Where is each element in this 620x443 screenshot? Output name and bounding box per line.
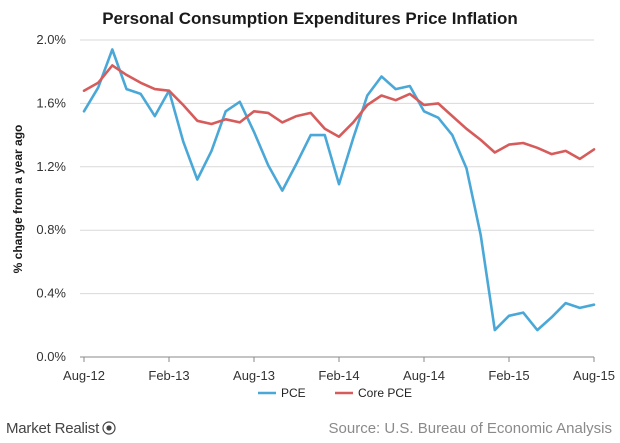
brand-logo: Market Realist <box>6 420 116 437</box>
x-tick-label: Feb-13 <box>148 368 189 383</box>
series-layer <box>82 48 596 332</box>
grid <box>80 39 594 358</box>
x-tick-label: Aug-13 <box>233 368 275 383</box>
x-tick-label: Aug-14 <box>403 368 445 383</box>
x-axis: Aug-12 Feb-13 Aug-13 Feb-14 Aug-14 Feb-15 Aug-… <box>63 357 615 383</box>
y-tick-label: 1.6% <box>36 95 66 110</box>
y-tick-label: 0.8% <box>36 222 66 237</box>
x-tick-label: Feb-14 <box>318 368 359 383</box>
series-line-pce <box>82 48 596 332</box>
brand-mark-icon <box>102 421 116 435</box>
x-tick-label: Aug-12 <box>63 368 105 383</box>
x-tick-label: Feb-15 <box>488 368 529 383</box>
x-tick-label: Aug-15 <box>573 368 615 383</box>
legend-label: PCE <box>281 386 306 400</box>
footer: Market Realist Source: U.S. Bureau of Ec… <box>0 410 620 443</box>
y-tick-label: 0.0% <box>36 349 66 364</box>
y-tick-label: 1.2% <box>36 159 66 174</box>
legend-label: Core PCE <box>358 386 412 400</box>
legend: PCE Core PCE <box>258 386 412 400</box>
chart-title: Personal Consumption Expenditures Price … <box>102 9 518 28</box>
brand-name: Market Realist <box>6 420 100 437</box>
y-axis-label: % change from a year ago <box>11 125 25 274</box>
y-tick-label: 2.0% <box>36 32 66 47</box>
y-tick-label: 0.4% <box>36 286 66 301</box>
y-axis: 0.0% 0.4% 0.8% 1.2% 1.6% 2.0% <box>36 32 66 364</box>
series-line-core-pce <box>82 64 596 161</box>
source-note: Source: U.S. Bureau of Economic Analysis <box>328 420 612 437</box>
